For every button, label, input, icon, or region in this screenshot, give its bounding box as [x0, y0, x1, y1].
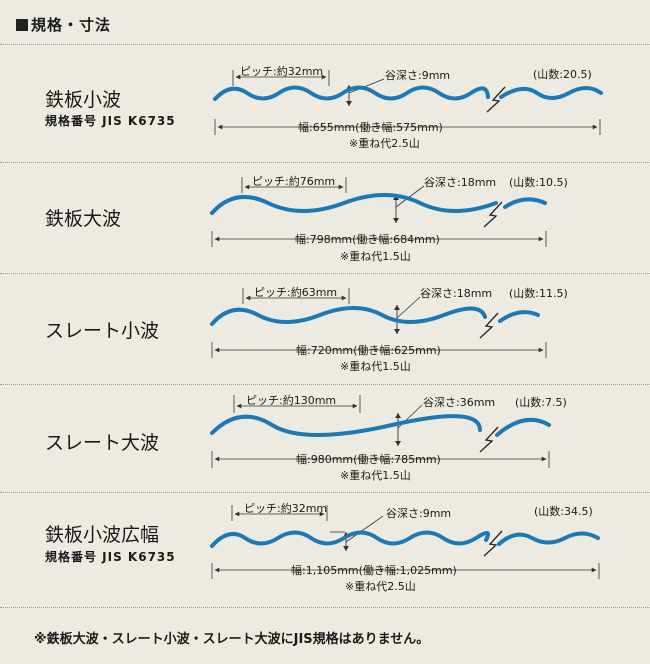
divider — [0, 607, 650, 608]
overlap-label: ※重ね代1.5山 — [340, 249, 411, 263]
peak-count-label: (山数:11.5) — [509, 287, 568, 300]
spec-section-2: 鉄板大波 ピッチ:約76mm 谷深さ:18mm (山数:10.5) 幅:798m… — [0, 163, 650, 273]
break-symbol — [479, 312, 499, 339]
spec-section-5: 鉄板小波広幅 規格番号 JIS K6735 ピッチ:約32mm 谷深さ:9mm … — [0, 493, 650, 607]
wave-line — [210, 306, 487, 326]
wave-line-right — [499, 86, 603, 100]
wave-line-right — [497, 531, 600, 546]
depth-label: 谷深さ:18mm — [420, 287, 492, 300]
divider — [0, 44, 650, 45]
depth-label: 谷深さ:9mm — [385, 69, 450, 82]
break-symbol — [479, 426, 499, 453]
width-label: 幅:980mm(働き幅:785mm) — [296, 453, 441, 466]
break-symbol — [483, 201, 503, 228]
wave-line — [213, 85, 490, 101]
overlap-label: ※重ね代1.5山 — [340, 359, 411, 373]
standard-number: 規格番号 JIS K6735 — [45, 550, 176, 564]
divider — [0, 492, 650, 493]
footnote: ※鉄板大波・スレート小波・スレート大波にJIS規格はありません。 — [34, 632, 430, 647]
overlap-label: ※重ね代2.5山 — [345, 579, 416, 593]
overlap-label: ※重ね代1.5山 — [340, 468, 411, 482]
peak-count-label: (山数:7.5) — [515, 396, 567, 409]
peak-count-label: (山数:10.5) — [509, 176, 568, 189]
wave-diagram: ピッチ:約32mm 谷深さ:9mm (山数:20.5) 幅:655mm(働き幅:… — [213, 64, 603, 150]
product-name: 鉄板小波広幅 — [45, 524, 160, 546]
width-label: 幅:655mm(働き幅:575mm) — [298, 121, 443, 134]
wave-line-right — [503, 197, 547, 209]
title-text: 規格・寸法 — [31, 16, 112, 34]
spec-section-4: スレート大波 ピッチ:約130mm 谷深さ:36mm (山数:7.5) 幅:98… — [0, 385, 650, 492]
peak-count-label: (山数:34.5) — [534, 505, 593, 518]
pitch-label: ピッチ:約76mm — [252, 174, 335, 188]
depth-label: 谷深さ:18mm — [424, 176, 496, 189]
overlap-label: ※重ね代2.5山 — [349, 136, 420, 150]
pitch-label: ピッチ:約130mm — [246, 393, 336, 407]
wave-diagram: ピッチ:約130mm 谷深さ:36mm (山数:7.5) 幅:980mm(働き幅… — [210, 393, 567, 482]
pitch-label: ピッチ:約63mm — [254, 285, 337, 299]
product-name: スレート小波 — [45, 320, 160, 342]
wave-line — [210, 193, 498, 215]
product-name: 鉄板大波 — [45, 208, 122, 230]
section-title: 規格・寸法 — [16, 14, 111, 35]
wave-diagram: ピッチ:約76mm 谷深さ:18mm (山数:10.5) 幅:798mm(働き幅… — [210, 174, 568, 263]
wave-line — [210, 414, 482, 437]
wave-diagram: ピッチ:約32mm 谷深さ:9mm (山数:34.5) 幅:1,105mm(働き… — [210, 501, 600, 593]
depth-label: 谷深さ:9mm — [386, 507, 451, 520]
peak-count-label: (山数:20.5) — [533, 68, 592, 81]
standard-number: 規格番号 JIS K6735 — [45, 114, 176, 128]
pitch-label: ピッチ:約32mm — [240, 64, 323, 78]
product-name: 鉄板小波 — [45, 89, 122, 111]
wave-line-right — [498, 310, 540, 323]
wave-line-right — [495, 417, 551, 437]
depth-label: 谷深さ:36mm — [423, 396, 495, 409]
pitch-label: ピッチ:約32mm — [244, 501, 327, 515]
divider — [0, 162, 650, 163]
break-symbol — [486, 86, 506, 113]
divider — [0, 273, 650, 274]
square-bullet-icon — [16, 19, 28, 31]
product-name: スレート大波 — [45, 432, 160, 454]
width-label: 幅:798mm(働き幅:684mm) — [295, 233, 440, 246]
wave-diagram: ピッチ:約63mm 谷深さ:18mm (山数:11.5) 幅:720mm(働き幅… — [210, 285, 568, 373]
spec-section-1: 鉄板小波 規格番号 JIS K6735 ピッチ:約32mm 谷深さ:9mm (山… — [0, 45, 650, 162]
width-label: 幅:1,105mm(働き幅:1,025mm) — [291, 564, 457, 577]
divider — [0, 384, 650, 385]
width-label: 幅:720mm(働き幅:625mm) — [296, 344, 441, 357]
spec-section-3: スレート小波 ピッチ:約63mm 谷深さ:18mm (山数:11.5) 幅:72… — [0, 274, 650, 384]
break-symbol — [483, 530, 503, 557]
wave-line — [210, 530, 490, 548]
